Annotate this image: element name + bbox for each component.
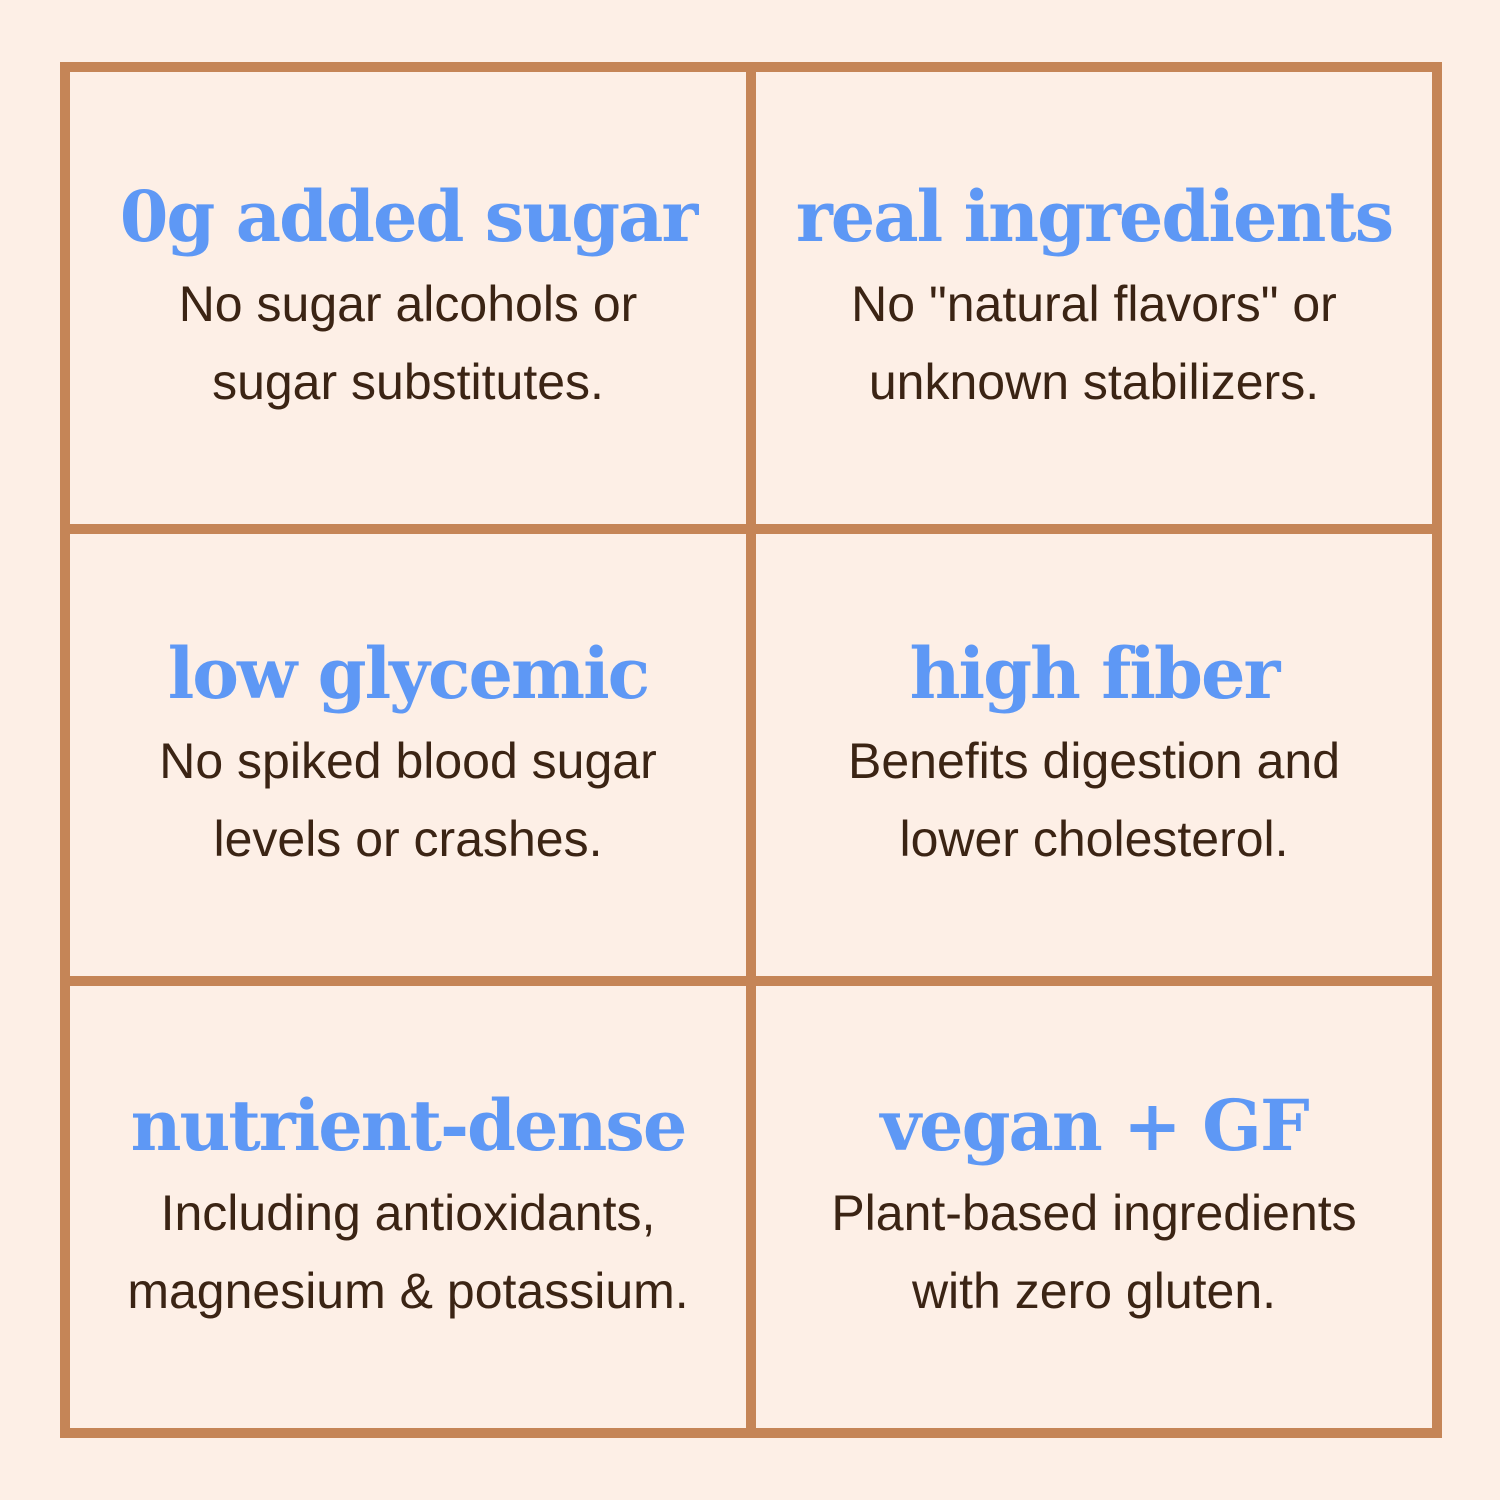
benefit-description-line: Benefits digestion and	[847, 733, 1341, 789]
benefit-title: low glycemic	[167, 632, 651, 715]
benefit-description-line: Plant-based ingredients	[831, 1185, 1357, 1241]
benefit-description-line: sugar substitutes.	[212, 354, 604, 410]
benefit-description-line: No spiked blood sugar	[159, 733, 657, 789]
benefit-description-line: magnesium & potassium.	[127, 1263, 689, 1319]
benefit-cell-vegan-gf: vegan + GF Plant-based ingredients with …	[751, 976, 1432, 1428]
benefit-title: 0g added sugar	[119, 175, 699, 258]
benefit-description-line: lower cholesterol.	[899, 811, 1289, 867]
benefit-description-line: levels or crashes.	[213, 811, 603, 867]
benefit-title: high fiber	[909, 632, 1281, 715]
benefit-cell-high-fiber: high fiber Benefits digestion and lower …	[751, 524, 1432, 976]
benefit-description-line: Including antioxidants,	[160, 1185, 656, 1241]
benefits-grid: 0g added sugar No sugar alcohols or suga…	[60, 62, 1442, 1438]
benefit-title: vegan + GF	[880, 1084, 1309, 1167]
benefit-cell-added-sugar: 0g added sugar No sugar alcohols or suga…	[70, 72, 751, 524]
benefit-title: nutrient-dense	[130, 1084, 688, 1167]
benefit-cell-nutrient-dense: nutrient-dense Including antioxidants, m…	[70, 976, 751, 1428]
benefit-cell-low-glycemic: low glycemic No spiked blood sugar level…	[70, 524, 751, 976]
benefit-description-line: with zero gluten.	[911, 1263, 1277, 1319]
benefit-cell-real-ingredients: real ingredients No "natural flavors" or…	[751, 72, 1432, 524]
benefit-title: real ingredients	[795, 175, 1394, 258]
benefit-description-line: No sugar alcohols or	[178, 276, 638, 332]
benefit-description-line: No "natural flavors" or	[851, 276, 1337, 332]
benefit-description-line: unknown stabilizers.	[868, 354, 1320, 410]
